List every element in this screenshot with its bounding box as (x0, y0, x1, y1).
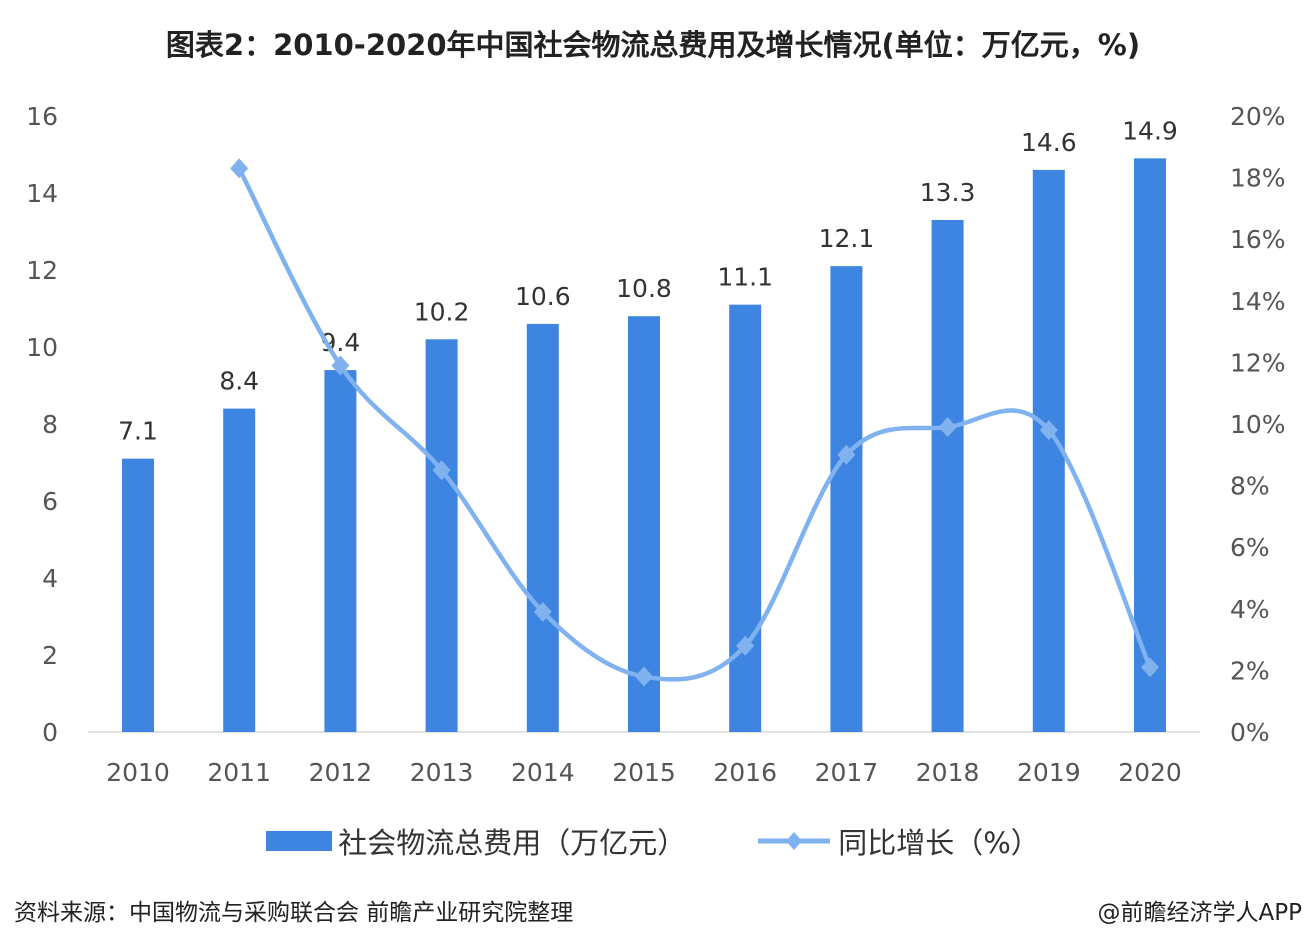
bar (324, 370, 357, 732)
bar-data-label: 14.9 (1122, 116, 1178, 145)
y-left-tick-label: 14 (26, 179, 58, 208)
growth-point (1141, 657, 1159, 678)
growth-point (1039, 420, 1058, 441)
x-tick-label: 2015 (612, 758, 676, 787)
bar (830, 266, 863, 732)
bar (931, 219, 964, 732)
y-left-tick-label: 12 (26, 256, 58, 285)
growth-point (938, 417, 957, 438)
source-note: 资料来源：中国物流与采购联合会 前瞻产业研究院整理 (14, 900, 574, 926)
y-right-tick-label: 0% (1230, 718, 1270, 747)
y-right-tick-label: 6% (1230, 533, 1270, 562)
y-left-tick-label: 16 (26, 102, 58, 131)
growth-point (635, 666, 653, 687)
y-right-tick-label: 12% (1230, 348, 1286, 377)
x-tick-label: 2016 (713, 758, 777, 787)
growth-point (432, 460, 451, 481)
y-right-tick-label: 8% (1230, 472, 1270, 501)
legend-line-label: 同比增长（%） (838, 826, 1040, 860)
bar-data-label: 7.1 (118, 417, 158, 446)
bar-data-label: 12.1 (819, 224, 875, 253)
bar (628, 316, 660, 732)
bar (526, 323, 559, 732)
bar (729, 304, 762, 732)
y-right-tick-label: 4% (1230, 595, 1270, 624)
growth-point (230, 158, 249, 179)
y-right-tick-label: 16% (1230, 225, 1286, 254)
bar-data-label: 10.2 (414, 297, 470, 326)
y-right-tick-label: 20% (1230, 102, 1286, 131)
growth-point (533, 601, 552, 622)
growth-point (736, 635, 755, 656)
x-tick-label: 2012 (309, 758, 373, 787)
y-right-tick-label: 10% (1230, 410, 1286, 439)
legend-line-swatch (758, 832, 831, 850)
x-tick-label: 2010 (106, 758, 170, 787)
y-left-tick-label: 0 (42, 718, 58, 747)
bar-data-label: 11.1 (717, 263, 773, 292)
bar (1134, 158, 1166, 733)
bar (425, 339, 458, 732)
credit: @前瞻经济学人APP (1097, 900, 1302, 926)
bar-data-label: 14.6 (1021, 128, 1077, 157)
x-tick-label: 2013 (410, 758, 474, 787)
legend-bar-label: 社会物流总费用（万亿元） (338, 826, 687, 860)
x-tick-label: 2020 (1118, 758, 1182, 787)
y-left-tick-label: 10 (26, 333, 58, 362)
bar-data-label: 10.8 (616, 274, 672, 303)
y-right-tick-label: 14% (1230, 287, 1286, 316)
x-tick-label: 2017 (815, 758, 879, 787)
y-left-tick-label: 6 (42, 487, 58, 516)
growth-point (837, 444, 856, 465)
y-right-tick-label: 18% (1230, 164, 1286, 193)
x-tick-label: 2011 (207, 758, 271, 787)
x-tick-label: 2014 (511, 758, 575, 787)
growth-point (331, 355, 350, 376)
y-left-tick-label: 4 (42, 564, 58, 593)
chart-title: 图表2：2010-2020年中国社会物流总费用及增长情况(单位：万亿元，%) (165, 28, 1141, 62)
bar-data-label: 10.6 (515, 282, 571, 311)
bar-data-label: 8.4 (219, 367, 259, 396)
x-tick-label: 2018 (916, 758, 980, 787)
legend-bar-swatch (266, 831, 333, 851)
legend: 社会物流总费用（万亿元） 同比增长（%） (0, 820, 1306, 862)
y-right-tick-label: 2% (1230, 656, 1270, 685)
bar (1032, 169, 1065, 732)
legend-item-bar: 社会物流总费用（万亿元） (266, 820, 686, 862)
bar-data-label: 13.3 (920, 178, 976, 207)
y-left-tick-label: 8 (42, 410, 58, 439)
bar (223, 408, 256, 732)
growth-line (237, 167, 1153, 682)
legend-item-line: 同比增长（%） (756, 820, 1040, 862)
x-tick-label: 2019 (1017, 758, 1081, 787)
y-left-tick-label: 2 (42, 641, 58, 670)
bar (122, 458, 154, 732)
